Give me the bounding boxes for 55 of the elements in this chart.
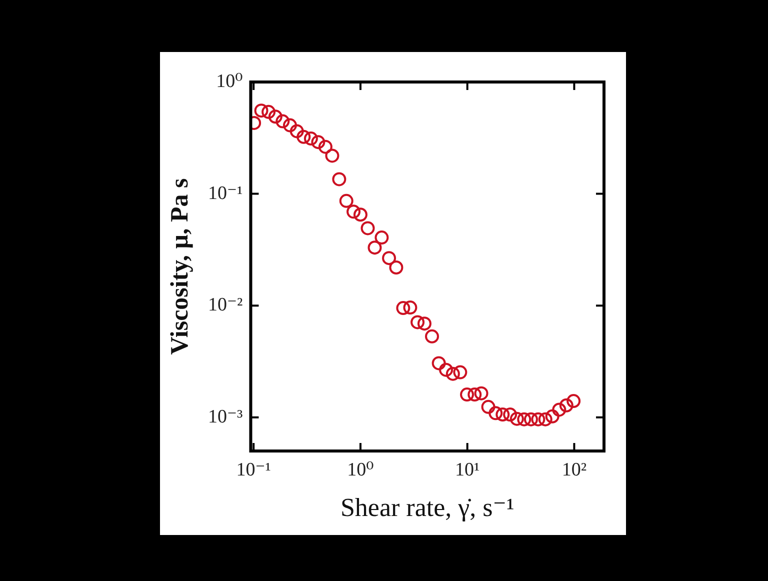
point: [332, 172, 346, 186]
point: [524, 412, 538, 426]
point: [339, 194, 354, 208]
point: [538, 412, 552, 426]
point: [417, 316, 432, 331]
point: [282, 118, 297, 132]
point: [410, 315, 425, 330]
point: [439, 362, 454, 377]
point: [382, 251, 396, 266]
point: [474, 386, 488, 400]
point: [254, 104, 268, 118]
x-tick-label: 10¹: [454, 459, 480, 480]
point: [389, 260, 404, 275]
y-tick-label: 10⁻³: [208, 406, 244, 428]
point: [453, 365, 468, 380]
point: [425, 329, 439, 344]
point: [396, 301, 410, 316]
point: [268, 110, 282, 124]
point: [545, 409, 560, 424]
point: [488, 406, 503, 420]
point: [496, 408, 510, 422]
x-tick-label: 10²: [562, 459, 587, 480]
y-tick-label: 10⁻²: [208, 294, 244, 316]
x-axis-title: Shear rate, γ̇, s⁻¹: [340, 493, 514, 522]
point: [559, 398, 574, 412]
point: [325, 148, 340, 163]
y-axis-title: Viscosity, μ, Pa s: [166, 178, 194, 355]
point: [276, 114, 290, 128]
point: [517, 412, 532, 426]
point: [481, 400, 496, 414]
point: [296, 130, 311, 144]
y-tick-label: 10⁰: [216, 70, 244, 92]
y-tick-label: 10⁻¹: [208, 182, 244, 204]
point: [446, 366, 460, 381]
point: [460, 388, 474, 402]
point: [552, 402, 566, 417]
point: [304, 132, 318, 146]
x-tick-label: 10⁰: [347, 459, 374, 480]
point: [290, 124, 304, 138]
point: [346, 204, 361, 219]
point: [262, 104, 276, 119]
point: [432, 356, 446, 370]
point: [510, 412, 524, 426]
point: [468, 388, 482, 402]
point: [353, 208, 368, 222]
point: [318, 140, 332, 154]
point: [566, 394, 581, 408]
point: [374, 230, 389, 245]
point: [503, 408, 518, 422]
point: [311, 135, 326, 150]
point: [360, 221, 375, 236]
point: [531, 412, 546, 426]
point: [368, 240, 382, 255]
x-tick-label: 10⁻¹: [236, 459, 272, 480]
point: [403, 300, 418, 315]
